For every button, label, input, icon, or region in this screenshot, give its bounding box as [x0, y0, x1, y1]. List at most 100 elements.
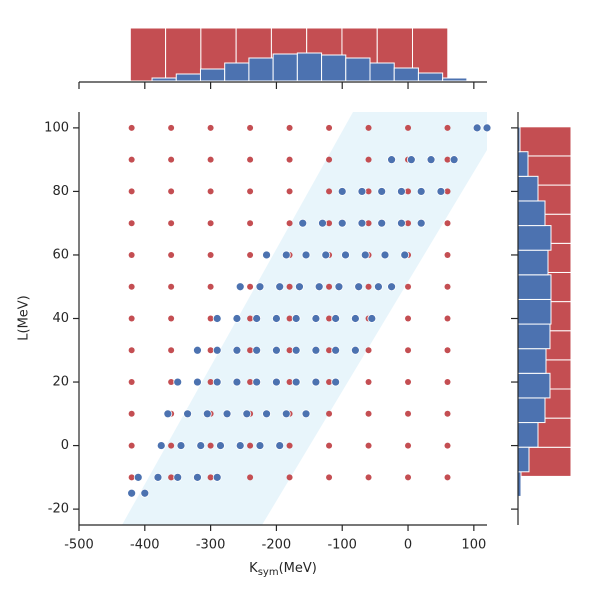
point — [193, 472, 202, 482]
point — [286, 347, 293, 354]
point — [405, 474, 412, 481]
point — [326, 474, 333, 481]
x-tick-label: -300 — [196, 538, 226, 553]
point — [168, 188, 175, 195]
point — [128, 156, 135, 163]
hist-bar — [224, 62, 250, 82]
point — [193, 377, 202, 387]
point — [168, 474, 175, 481]
point — [207, 188, 214, 195]
y-tick-label: 40 — [52, 311, 69, 326]
point — [360, 250, 370, 260]
y-tick-label: 100 — [44, 120, 69, 135]
point — [128, 474, 135, 481]
point — [232, 345, 242, 355]
hist-bar — [517, 298, 552, 325]
point — [472, 123, 482, 133]
hist-bar — [517, 151, 529, 177]
hist-bar — [248, 57, 274, 82]
point — [331, 345, 341, 355]
point — [406, 155, 416, 165]
point — [374, 282, 383, 292]
point — [350, 314, 360, 323]
point — [168, 124, 175, 131]
point — [252, 345, 262, 355]
hist-bar — [272, 53, 298, 82]
point — [212, 377, 222, 387]
y-tick-label: 20 — [52, 375, 69, 390]
point — [207, 347, 214, 354]
point — [128, 283, 135, 290]
point — [207, 379, 214, 386]
point — [444, 188, 451, 195]
constraint-band — [122, 112, 487, 525]
point — [286, 315, 293, 322]
point — [183, 409, 192, 419]
point — [365, 379, 372, 386]
point — [247, 124, 254, 131]
point — [207, 474, 214, 481]
point — [212, 345, 222, 355]
x-tick-label: -200 — [262, 538, 292, 553]
x-label-sub: sym — [258, 567, 279, 578]
point — [286, 283, 293, 290]
point — [326, 442, 333, 449]
hist-bar — [442, 77, 468, 82]
point — [326, 410, 333, 417]
point — [168, 442, 175, 449]
hist-bar — [517, 422, 539, 448]
y-tick-label: 60 — [52, 247, 69, 262]
hist-bar — [517, 200, 546, 227]
point — [337, 218, 347, 228]
point — [168, 251, 175, 258]
point — [405, 379, 412, 386]
point — [173, 472, 183, 482]
point — [247, 442, 254, 449]
point — [367, 314, 377, 323]
point — [337, 187, 347, 196]
point — [168, 283, 175, 290]
point — [405, 442, 412, 449]
point — [286, 156, 293, 163]
hist-bar — [517, 249, 549, 276]
hist-bar — [151, 77, 177, 82]
point — [326, 379, 333, 386]
point — [212, 314, 222, 323]
point — [331, 314, 341, 323]
point — [286, 188, 293, 195]
hist-bar — [517, 397, 546, 424]
point — [444, 156, 451, 163]
point — [196, 441, 206, 450]
point — [168, 315, 175, 322]
point — [326, 124, 333, 131]
x-tick-label: -100 — [327, 538, 357, 553]
point — [301, 409, 311, 419]
point — [232, 314, 242, 323]
point — [365, 474, 372, 481]
point — [416, 187, 426, 196]
point — [275, 282, 285, 292]
point — [128, 188, 135, 195]
x-label-base: K — [249, 561, 258, 576]
point — [405, 188, 412, 195]
point — [286, 379, 293, 386]
point — [444, 124, 451, 131]
point — [275, 441, 285, 450]
point — [255, 282, 265, 292]
hist-bar — [345, 57, 371, 82]
point — [341, 250, 350, 260]
point — [326, 156, 333, 163]
point — [168, 156, 175, 163]
x-axis-label: Ksym(MeV) — [249, 561, 317, 579]
hist-bar — [517, 323, 551, 350]
point — [128, 220, 135, 227]
point — [482, 123, 492, 133]
point — [216, 441, 225, 450]
point — [247, 315, 254, 322]
hist-bar — [165, 27, 202, 82]
point — [311, 314, 321, 323]
point — [247, 347, 254, 354]
hist-bar — [517, 446, 530, 473]
x-tick-label: 0 — [404, 538, 412, 553]
